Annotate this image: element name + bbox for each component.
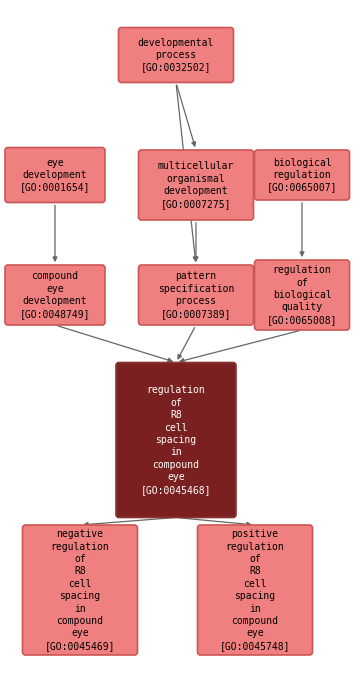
- Text: regulation
of
R8
cell
spacing
in
compound
eye
[GO:0045468]: regulation of R8 cell spacing in compoun…: [141, 385, 211, 494]
- FancyBboxPatch shape: [197, 525, 312, 655]
- Text: developmental
process
[GO:0032502]: developmental process [GO:0032502]: [138, 38, 214, 72]
- FancyBboxPatch shape: [138, 150, 253, 220]
- Text: negative
regulation
of
R8
cell
spacing
in
compound
eye
[GO:0045469]: negative regulation of R8 cell spacing i…: [45, 529, 115, 651]
- FancyBboxPatch shape: [5, 148, 105, 202]
- FancyBboxPatch shape: [23, 525, 138, 655]
- FancyBboxPatch shape: [255, 150, 349, 200]
- FancyBboxPatch shape: [255, 260, 349, 330]
- Text: multicellular
organismal
development
[GO:0007275]: multicellular organismal development [GO…: [158, 161, 234, 208]
- Text: regulation
of
biological
quality
[GO:0065008]: regulation of biological quality [GO:006…: [267, 265, 337, 325]
- FancyBboxPatch shape: [138, 265, 253, 325]
- Text: pattern
specification
process
[GO:0007389]: pattern specification process [GO:000738…: [158, 271, 234, 318]
- FancyBboxPatch shape: [116, 363, 236, 518]
- Text: positive
regulation
of
R8
cell
spacing
in
compound
eye
[GO:0045748]: positive regulation of R8 cell spacing i…: [220, 529, 290, 651]
- Text: compound
eye
development
[GO:0048749]: compound eye development [GO:0048749]: [20, 271, 90, 318]
- FancyBboxPatch shape: [5, 265, 105, 325]
- FancyBboxPatch shape: [119, 27, 233, 83]
- Text: biological
regulation
[GO:0065007]: biological regulation [GO:0065007]: [267, 158, 337, 193]
- Text: eye
development
[GO:0001654]: eye development [GO:0001654]: [20, 158, 90, 193]
